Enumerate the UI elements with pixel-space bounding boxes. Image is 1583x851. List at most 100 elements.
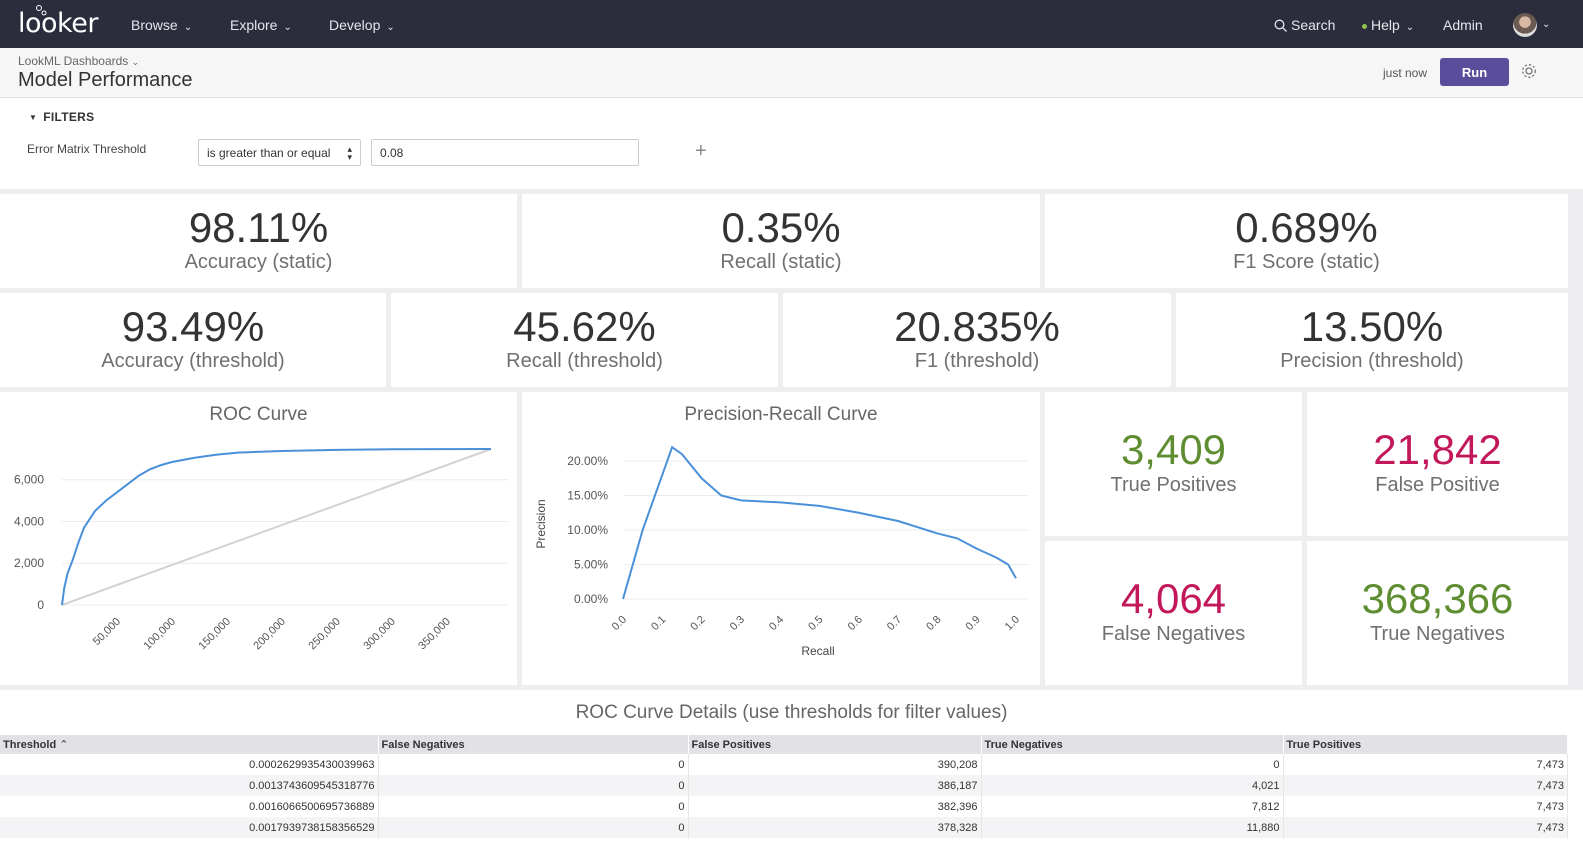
table-row: 0.0002629935430039963 0 390,208 0 7,473 (0, 754, 1568, 775)
nav-develop-label: Develop (329, 17, 381, 33)
kpi-recall-threshold: 45.62% Recall (threshold) (391, 293, 778, 387)
x-tick-label: 0.0 (610, 614, 629, 633)
cell-true-negatives: 0 (981, 754, 1284, 775)
roc-details-table: Threshold ⌃ False Negatives False Positi… (0, 735, 1568, 838)
chart-title: Precision-Recall Curve (684, 404, 878, 425)
roc-details-tile: ROC Curve Details (use thresholds for fi… (0, 690, 1583, 851)
nav-browse-label: Browse (131, 17, 178, 33)
x-tick-label: 0.2 (688, 614, 707, 633)
table-row: 0.0016066500695736889 0 382,396 7,812 7,… (0, 796, 1568, 817)
cell-false-negatives: 0 (378, 796, 689, 817)
kpi-value: 20.835% (894, 303, 1060, 350)
x-tick-label: 350,000 (416, 616, 453, 653)
x-tick-label: 250,000 (306, 616, 343, 653)
logo-bubbles-icon (36, 5, 47, 16)
cell-true-positives: 7,473 (1283, 775, 1568, 796)
cell-threshold: 0.0017939738158356529 (0, 817, 379, 838)
chevron-down-icon: ⌄ (386, 22, 395, 33)
select-arrows-icon: ▴ ▾ (347, 144, 352, 162)
kpi-precision-threshold: 13.50% Precision (threshold) (1176, 293, 1568, 387)
y-tick-label: 4,000 (14, 514, 44, 528)
kpi-label: Recall (threshold) (506, 350, 663, 372)
fp-value: 21,842 (1373, 426, 1502, 473)
kpi-value: 0.689% (1235, 204, 1378, 251)
help-menu[interactable]: Help ⌄ (1362, 17, 1414, 33)
gear-icon[interactable] (1520, 62, 1538, 80)
cell-threshold: 0.0002629935430039963 (0, 754, 379, 775)
cell-true-positives: 7,473 (1283, 817, 1568, 838)
cell-threshold: 0.0013743609545318776 (0, 775, 379, 796)
kpi-value: 13.50% (1300, 303, 1444, 350)
x-tick-label: 0.5 (806, 614, 825, 633)
caret-down-icon: ▼ (29, 113, 38, 122)
nav-explore[interactable]: Explore ⌄ (230, 17, 292, 33)
kpi-label: Recall (static) (720, 251, 842, 273)
status-dot-icon (1362, 23, 1367, 29)
x-tick-label: 0.4 (767, 614, 786, 633)
table-title: ROC Curve Details (use thresholds for fi… (575, 702, 1008, 723)
column-header-threshold[interactable]: Threshold ⌃ (0, 735, 379, 754)
column-header-true-negatives[interactable]: True Negatives (981, 735, 1284, 754)
cell-false-positives: 382,396 (688, 796, 982, 817)
table-header-row: Threshold ⌃ False Negatives False Positi… (0, 735, 1568, 754)
avatar[interactable] (1513, 13, 1537, 37)
filter-operator-select[interactable]: is greater than or equal ▴ ▾ (198, 139, 361, 166)
fn-label: False Negatives (1101, 623, 1246, 645)
tile-false-positive: 21,842 False Positive (1307, 392, 1568, 536)
nav-browse[interactable]: Browse ⌄ (131, 17, 192, 33)
y-tick-label: 20.00% (567, 454, 608, 468)
x-tick-label: 0.3 (728, 614, 747, 633)
cell-true-negatives: 11,880 (981, 817, 1284, 838)
kpi-label: Accuracy (static) (184, 251, 333, 273)
y-axis-label: Precision (534, 499, 548, 548)
logo[interactable]: looker (18, 8, 98, 39)
cell-false-negatives: 0 (378, 754, 689, 775)
run-button[interactable]: Run (1440, 58, 1509, 86)
pr-curve-chart: 0.00% 5.00% 10.00% 15.00% 20.00% 0.0 0.1 0.2 0.3… (534, 445, 1028, 658)
chevron-down-icon: ⌄ (283, 22, 292, 33)
table-row: 0.0017939738158356529 0 378,328 11,880 7… (0, 817, 1568, 838)
kpi-label: Accuracy (threshold) (101, 350, 285, 372)
column-header-true-positives[interactable]: True Positives (1283, 735, 1568, 754)
x-tick-label: 0.9 (964, 614, 983, 633)
cell-false-positives: 378,328 (688, 817, 982, 838)
tile-true-positives: 3,409 True Positives (1045, 392, 1302, 536)
table-row: 0.0013743609545318776 0 386,187 4,021 7,… (0, 775, 1568, 796)
page-title: Model Performance (18, 69, 193, 91)
chevron-down-icon: ⌄ (1405, 22, 1415, 33)
top-nav: looker Browse ⌄ Explore ⌄ Develop ⌄ Search … (0, 0, 1583, 48)
tp-label: True Positives (1110, 474, 1237, 496)
search-button[interactable]: Search (1274, 17, 1335, 33)
nav-develop[interactable]: Develop ⌄ (329, 17, 395, 33)
kpi-value: 45.62% (513, 303, 656, 350)
x-tick-label: 300,000 (361, 616, 398, 653)
nav-admin[interactable]: Admin (1443, 17, 1483, 33)
fn-value: 4,064 (1120, 575, 1227, 622)
kpi-label: F1 Score (static) (1233, 251, 1380, 273)
nav-explore-label: Explore (230, 17, 278, 33)
kpi-value: 93.49% (121, 303, 265, 350)
x-tick-label: 100,000 (141, 616, 178, 653)
kpi-label: Precision (threshold) (1280, 350, 1464, 372)
tp-value: 3,409 (1120, 426, 1227, 473)
kpi-f1-threshold: 20.835% F1 (threshold) (783, 293, 1171, 387)
tn-value: 368,366 (1361, 575, 1514, 622)
filters-toggle[interactable]: ▼ FILTERS (29, 110, 94, 124)
kpi-recall-static: 0.35% Recall (static) (522, 194, 1040, 288)
breadcrumb[interactable]: LookML Dashboards ⌄ (18, 54, 139, 68)
chevron-down-icon: ⌄ (131, 57, 140, 67)
x-axis-label: Recall (801, 644, 834, 658)
column-header-false-positives[interactable]: False Positives (688, 735, 982, 754)
roc-series-line (61, 448, 492, 606)
chevron-down-icon[interactable]: ⌄ (1542, 19, 1551, 30)
x-tick-label: 0.1 (649, 614, 668, 633)
x-tick-label: 0.6 (846, 614, 865, 633)
cell-true-positives: 7,473 (1283, 754, 1568, 775)
filters-title: FILTERS (43, 110, 95, 124)
add-filter-icon[interactable]: + (695, 140, 707, 162)
filter-value-input[interactable]: 0.08 (371, 139, 639, 166)
filter-label: Error Matrix Threshold (27, 142, 147, 156)
y-tick-label: 0 (37, 598, 44, 612)
column-header-false-negatives[interactable]: False Negatives (378, 735, 689, 754)
kpi-label: F1 (threshold) (914, 350, 1040, 372)
